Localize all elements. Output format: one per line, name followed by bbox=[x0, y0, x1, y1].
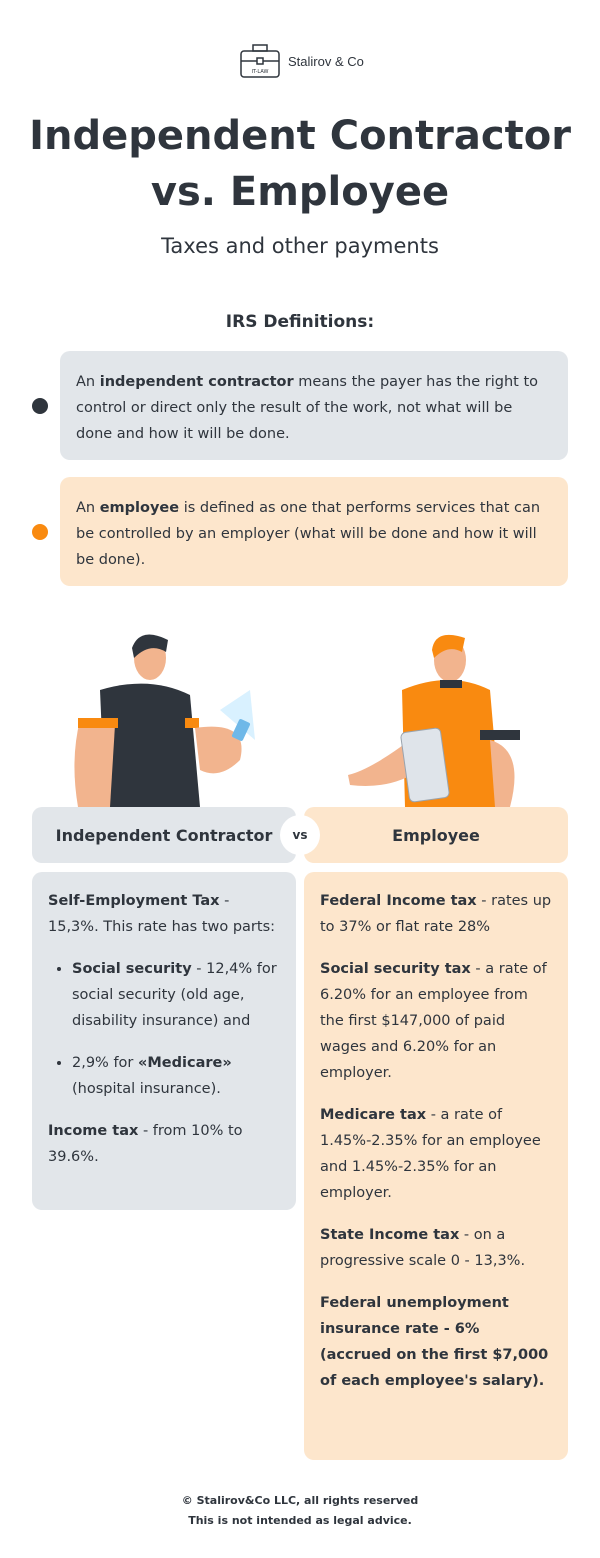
logo-text: Stalirov & Co bbox=[288, 53, 364, 69]
list-item: Social security - 12,4% for social secur… bbox=[72, 956, 280, 1034]
employee-illustration bbox=[348, 634, 520, 807]
employee-card: Federal Income tax - rates up to 37% or … bbox=[304, 872, 568, 1460]
svg-text:IT-LAW: IT-LAW bbox=[252, 69, 269, 75]
contractor-header: Independent Contractor bbox=[32, 807, 296, 863]
employee-definition: An employee is defined as one that perfo… bbox=[60, 477, 568, 586]
contractor-dot bbox=[32, 398, 48, 414]
tax-item: Medicare tax - a rate of 1.45%-2.35% for… bbox=[320, 1107, 541, 1201]
contractor-card: Self-Employment Tax - 15,3%. This rate h… bbox=[32, 872, 296, 1210]
tax-item: Federal unemployment insurance rate - 6%… bbox=[320, 1295, 549, 1389]
irs-heading: IRS Definitions: bbox=[225, 312, 375, 332]
subtitle: Taxes and other payments bbox=[161, 234, 439, 258]
tax-item: State Income tax - on a progressive scal… bbox=[320, 1227, 526, 1269]
employee-dot bbox=[32, 524, 48, 540]
disclaimer: This is not intended as legal advice. bbox=[188, 1514, 412, 1527]
page-title: Independent Contractor vs. Employee bbox=[29, 113, 571, 215]
copyright: © Stalirov&Co LLC, all rights reserved bbox=[181, 1494, 419, 1507]
contractor-definition: An independent contractor means the paye… bbox=[60, 351, 568, 460]
contractor-illustration bbox=[74, 634, 255, 807]
list-item: 2,9% for «Medicare» (hospital insurance)… bbox=[72, 1050, 280, 1102]
tax-item: Social security tax - a rate of 6.20% fo… bbox=[320, 961, 547, 1081]
briefcase-icon: IT-LAW bbox=[240, 44, 280, 78]
vs-badge: vs bbox=[280, 815, 320, 855]
employee-header: Employee bbox=[304, 807, 568, 863]
logo: IT-LAW Stalirov & Co bbox=[240, 44, 364, 78]
tax-item: Federal Income tax - rates up to 37% or … bbox=[320, 893, 552, 935]
